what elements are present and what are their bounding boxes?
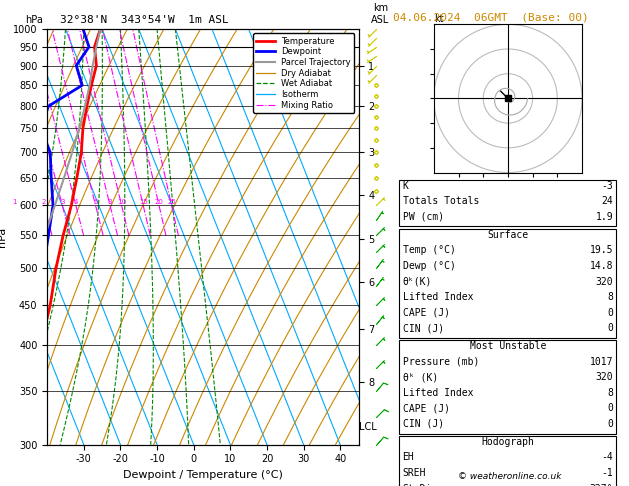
Text: CAPE (J): CAPE (J)	[403, 308, 450, 318]
Text: © weatheronline.co.uk: © weatheronline.co.uk	[458, 472, 561, 481]
Text: CIN (J): CIN (J)	[403, 323, 443, 333]
Text: hPa: hPa	[25, 15, 43, 25]
Text: -4: -4	[601, 452, 613, 463]
Text: 320: 320	[596, 372, 613, 382]
Text: 14.8: 14.8	[590, 261, 613, 271]
Text: 0: 0	[608, 308, 613, 318]
Text: 10: 10	[117, 199, 126, 206]
Text: 8: 8	[608, 388, 613, 398]
Legend: Temperature, Dewpoint, Parcel Trajectory, Dry Adiabat, Wet Adiabat, Isotherm, Mi: Temperature, Dewpoint, Parcel Trajectory…	[253, 34, 354, 113]
Text: θᵏ (K): θᵏ (K)	[403, 372, 438, 382]
Text: CAPE (J): CAPE (J)	[403, 403, 450, 414]
Text: Lifted Index: Lifted Index	[403, 292, 473, 302]
Text: 25: 25	[167, 199, 176, 206]
Text: 8: 8	[108, 199, 113, 206]
Text: 320: 320	[596, 277, 613, 287]
Text: Pressure (mb): Pressure (mb)	[403, 357, 479, 367]
Text: 3: 3	[60, 199, 65, 206]
Text: Dewp (°C): Dewp (°C)	[403, 261, 455, 271]
Text: Lifted Index: Lifted Index	[403, 388, 473, 398]
Text: K: K	[403, 181, 408, 191]
Text: Surface: Surface	[487, 230, 528, 240]
Text: 1: 1	[12, 199, 16, 206]
Text: Hodograph: Hodograph	[481, 437, 535, 447]
Text: 0: 0	[608, 419, 613, 429]
Text: 2: 2	[42, 199, 46, 206]
Text: EH: EH	[403, 452, 415, 463]
Text: 6: 6	[93, 199, 98, 206]
Text: kt: kt	[434, 14, 443, 24]
Text: 4: 4	[74, 199, 78, 206]
Text: θᵏ(K): θᵏ(K)	[403, 277, 432, 287]
Text: Totals Totals: Totals Totals	[403, 196, 479, 207]
Text: 24: 24	[601, 196, 613, 207]
Text: 1017: 1017	[590, 357, 613, 367]
Text: Temp (°C): Temp (°C)	[403, 245, 455, 256]
Y-axis label: hPa: hPa	[0, 227, 8, 247]
Text: km
ASL: km ASL	[371, 3, 389, 25]
Text: 1.9: 1.9	[596, 212, 613, 222]
Text: CIN (J): CIN (J)	[403, 419, 443, 429]
Text: 32°38'N  343°54'W  1m ASL: 32°38'N 343°54'W 1m ASL	[60, 15, 228, 25]
Text: PW (cm): PW (cm)	[403, 212, 443, 222]
Text: 0: 0	[608, 403, 613, 414]
Text: 20: 20	[155, 199, 164, 206]
Text: SREH: SREH	[403, 468, 426, 478]
Text: StmDir: StmDir	[403, 484, 438, 486]
Text: 8: 8	[608, 292, 613, 302]
Text: 04.06.2024  06GMT  (Base: 00): 04.06.2024 06GMT (Base: 00)	[393, 12, 589, 22]
Text: 19.5: 19.5	[590, 245, 613, 256]
Text: Most Unstable: Most Unstable	[470, 341, 546, 351]
X-axis label: Dewpoint / Temperature (°C): Dewpoint / Temperature (°C)	[123, 470, 283, 480]
Text: 15: 15	[139, 199, 148, 206]
Text: -1: -1	[601, 468, 613, 478]
Text: 327°: 327°	[590, 484, 613, 486]
Text: LCL: LCL	[359, 422, 377, 432]
Text: -3: -3	[601, 181, 613, 191]
Text: 0: 0	[608, 323, 613, 333]
